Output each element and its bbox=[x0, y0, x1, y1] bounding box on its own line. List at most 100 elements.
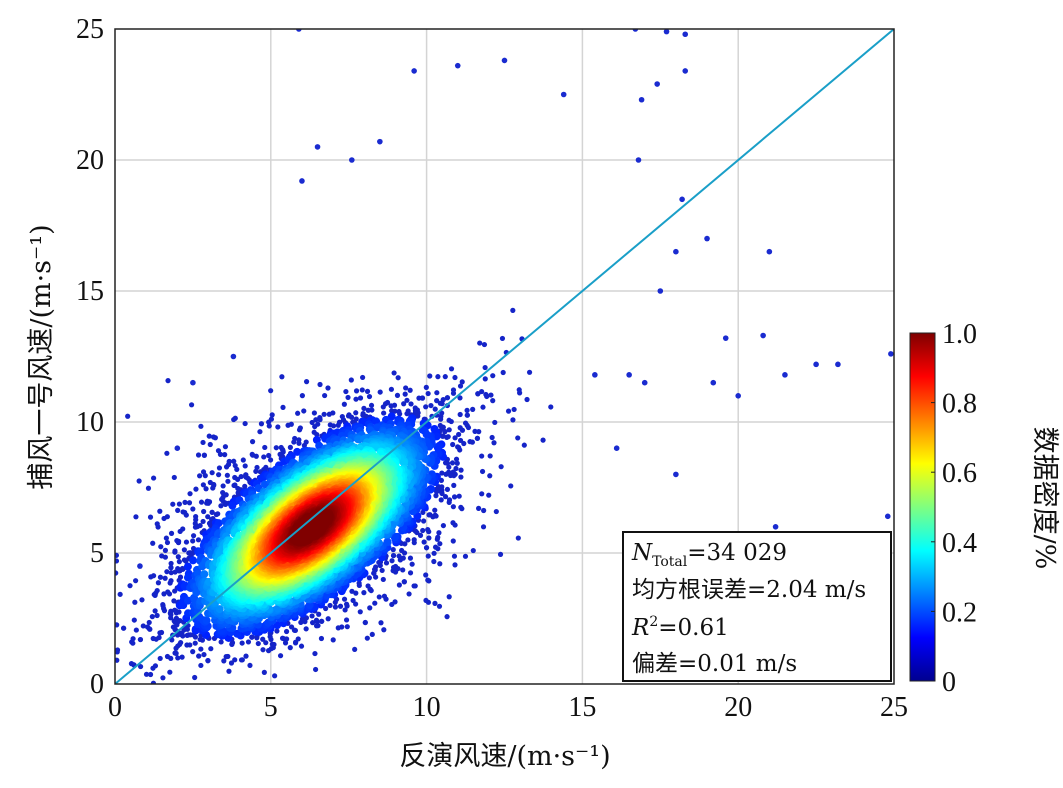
density-point bbox=[448, 366, 455, 372]
density-point bbox=[221, 658, 227, 664]
density-point bbox=[432, 544, 439, 550]
density-point bbox=[462, 553, 469, 559]
density-point bbox=[198, 499, 205, 505]
density-point bbox=[442, 374, 448, 380]
density-point bbox=[258, 421, 265, 427]
density-point bbox=[350, 597, 356, 604]
density-point bbox=[345, 394, 351, 401]
density-point bbox=[524, 396, 530, 403]
density-point bbox=[226, 668, 232, 674]
density-point bbox=[222, 444, 229, 450]
density-point bbox=[388, 386, 395, 392]
density-point bbox=[451, 482, 457, 488]
density-point bbox=[130, 636, 136, 642]
density-point bbox=[353, 388, 360, 394]
density-point bbox=[408, 401, 414, 407]
density-point bbox=[435, 534, 441, 540]
density-point bbox=[427, 373, 433, 379]
density-point bbox=[432, 507, 438, 513]
density-point bbox=[188, 402, 195, 408]
density-point bbox=[341, 401, 347, 407]
density-point bbox=[149, 614, 155, 620]
density-point bbox=[315, 441, 324, 450]
density-point bbox=[261, 669, 267, 675]
density-point bbox=[200, 482, 206, 488]
density-point bbox=[176, 501, 182, 507]
density-point bbox=[171, 474, 177, 481]
density-point bbox=[291, 439, 297, 445]
density-point bbox=[198, 646, 204, 652]
density-point bbox=[192, 640, 198, 646]
density-point bbox=[131, 617, 137, 623]
density-point bbox=[407, 387, 413, 393]
density-point bbox=[446, 417, 452, 423]
density-point bbox=[201, 651, 207, 658]
density-point bbox=[482, 364, 488, 371]
density-point bbox=[249, 634, 255, 640]
density-point bbox=[517, 390, 523, 396]
density-point bbox=[287, 444, 293, 450]
density-point bbox=[317, 381, 323, 388]
density-point bbox=[207, 441, 213, 448]
density-point bbox=[464, 407, 470, 413]
density-point bbox=[177, 574, 184, 580]
density-point bbox=[381, 410, 387, 416]
density-point bbox=[152, 663, 159, 669]
density-point bbox=[394, 392, 401, 398]
density-point bbox=[487, 453, 493, 459]
density-point bbox=[475, 391, 481, 397]
density-point bbox=[160, 675, 166, 681]
density-point bbox=[401, 401, 407, 407]
density-point bbox=[127, 583, 133, 589]
density-point bbox=[249, 439, 256, 445]
density-point bbox=[426, 512, 432, 518]
density-point bbox=[458, 467, 464, 473]
density-point bbox=[325, 385, 331, 391]
density-point bbox=[232, 657, 238, 663]
density-point bbox=[434, 390, 440, 396]
density-point bbox=[197, 473, 203, 479]
density-point bbox=[203, 486, 209, 492]
density-point bbox=[115, 552, 120, 558]
density-point bbox=[500, 369, 506, 376]
density-point bbox=[406, 591, 412, 597]
density-point bbox=[266, 452, 272, 459]
density-point bbox=[168, 560, 174, 567]
density-point bbox=[202, 473, 208, 479]
density-point bbox=[247, 662, 253, 669]
density-point bbox=[488, 392, 494, 398]
density-point bbox=[172, 549, 178, 555]
density-point bbox=[434, 398, 440, 404]
density-point bbox=[313, 417, 319, 423]
density-point bbox=[416, 395, 422, 401]
density-point bbox=[158, 629, 165, 636]
density-point bbox=[390, 552, 397, 559]
density-point bbox=[164, 569, 170, 575]
density-point bbox=[299, 393, 305, 399]
density-point bbox=[274, 628, 280, 634]
density-point bbox=[344, 624, 350, 630]
density-point bbox=[197, 636, 203, 643]
density-point bbox=[205, 514, 211, 520]
density-point bbox=[205, 500, 211, 506]
density-point bbox=[438, 416, 444, 422]
density-point bbox=[238, 657, 245, 663]
density-point bbox=[156, 634, 162, 641]
density-point bbox=[369, 631, 375, 638]
density-point bbox=[450, 538, 456, 544]
density-point bbox=[187, 491, 193, 497]
density-point bbox=[366, 575, 372, 581]
density-point bbox=[208, 646, 214, 652]
density-point bbox=[277, 653, 284, 659]
density-point bbox=[186, 500, 193, 506]
density-point bbox=[115, 647, 121, 653]
density-point bbox=[343, 617, 350, 623]
density-point bbox=[353, 396, 359, 402]
density-point bbox=[309, 613, 315, 619]
density-point bbox=[373, 574, 379, 580]
density-point bbox=[348, 414, 355, 420]
density-point bbox=[435, 374, 441, 380]
density-point bbox=[376, 559, 382, 566]
density-point bbox=[457, 437, 464, 444]
density-point bbox=[182, 499, 188, 505]
